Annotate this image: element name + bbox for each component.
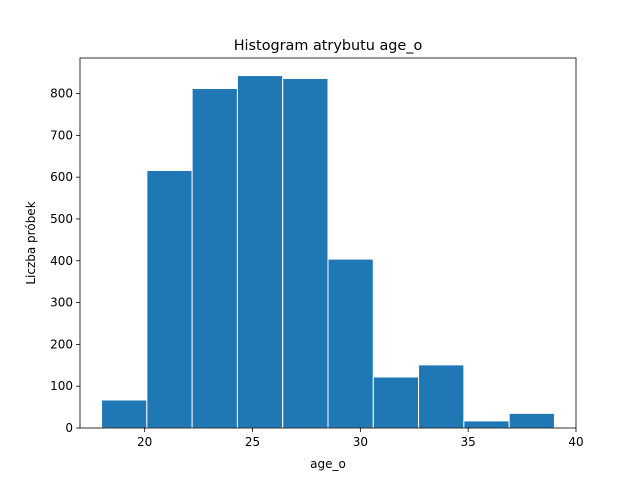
histogram-bar <box>236 75 284 429</box>
y-tick-label: 600 <box>50 170 73 184</box>
y-tick-label: 400 <box>50 254 73 268</box>
histogram-bar <box>146 169 193 429</box>
y-axis-ticks: 0 100 200 300 400 500 600 700 800 <box>50 87 80 435</box>
chart-title: Histogram atrybutu age_o <box>234 38 423 54</box>
x-tick-label: 20 <box>137 435 152 449</box>
bars-group <box>101 75 555 429</box>
histogram-bar <box>418 364 465 429</box>
histogram-bar <box>508 412 555 429</box>
x-axis-label: age_o <box>310 457 346 471</box>
histogram-bar <box>191 88 238 429</box>
y-tick-label: 800 <box>50 87 73 101</box>
x-tick-label: 40 <box>568 435 583 449</box>
y-tick-label: 500 <box>50 212 73 226</box>
x-tick-label: 25 <box>245 435 260 449</box>
plot-area-frame <box>79 57 577 429</box>
histogram-bar <box>282 77 329 429</box>
histogram-bar <box>463 420 510 429</box>
histogram-bar <box>101 399 148 429</box>
x-tick-label: 30 <box>353 435 368 449</box>
y-tick-label: 200 <box>50 337 73 351</box>
x-tick-label: 35 <box>461 435 476 449</box>
histogram-bar <box>372 376 420 429</box>
histogram-bar <box>327 258 374 429</box>
y-tick-label: 300 <box>50 296 73 310</box>
y-axis-label: Liczba próbek <box>24 201 38 284</box>
x-axis-ticks: 20 25 30 35 40 <box>137 428 584 449</box>
y-tick-label: 700 <box>50 128 73 142</box>
y-tick-label: 0 <box>65 421 73 435</box>
y-tick-label: 100 <box>50 379 73 393</box>
